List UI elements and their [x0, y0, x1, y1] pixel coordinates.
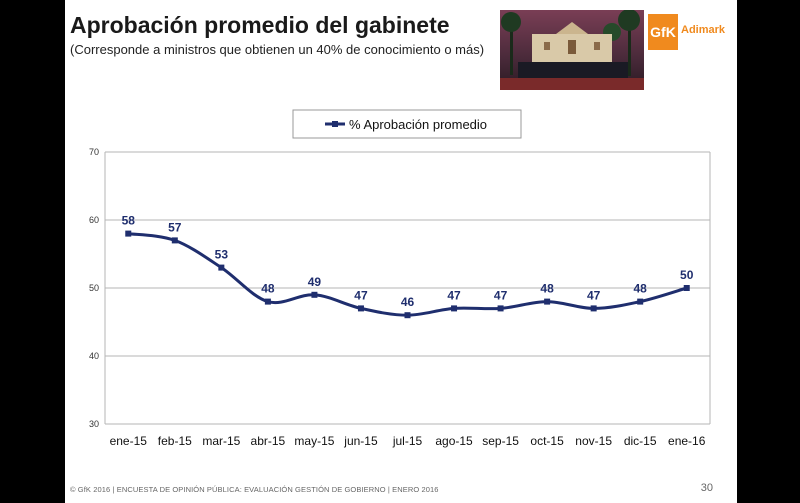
- data-label: 47: [587, 288, 601, 302]
- data-point: [264, 298, 271, 305]
- data-point: [683, 285, 690, 291]
- gfk-logo-word: Adimark: [681, 24, 726, 36]
- data-label: 49: [308, 275, 322, 289]
- data-point: [590, 305, 597, 312]
- x-tick-label: abr-15: [251, 434, 286, 448]
- approval-line-chart: 30 40 50 60 70 ene-15 feb-15 mar-15 abr-15 may-15…: [89, 109, 711, 448]
- data-point: [311, 291, 318, 298]
- data-point: [218, 264, 225, 271]
- x-tick-label: sep-15: [482, 434, 519, 448]
- page-subtitle: (Corresponde a ministros que obtienen un…: [70, 42, 485, 57]
- data-label: 50: [680, 268, 694, 282]
- x-tick-label: ene-15: [110, 434, 148, 448]
- x-tick-label: dic-15: [624, 434, 657, 448]
- data-point: [637, 298, 644, 305]
- data-label: 47: [494, 288, 508, 302]
- data-label: 48: [634, 282, 648, 296]
- x-tick-label: mar-15: [202, 434, 240, 448]
- data-point: [451, 305, 458, 312]
- data-label: 57: [168, 220, 182, 234]
- y-tick-label: 60: [89, 215, 99, 225]
- data-point: [404, 312, 411, 319]
- x-tick-label: jul-15: [392, 434, 423, 448]
- data-point: [125, 230, 132, 237]
- data-label: 48: [540, 282, 554, 296]
- y-tick-label: 30: [89, 419, 99, 429]
- gfk-logo-mark: GfK: [648, 14, 678, 50]
- legend-label: % Aprobación promedio: [349, 117, 487, 132]
- data-label: 48: [261, 282, 275, 296]
- slide: Aprobación promedio del gabinete (Corres…: [65, 0, 737, 503]
- x-tick-label: jun-15: [343, 434, 378, 448]
- y-tick-label: 70: [89, 147, 99, 157]
- x-tick-label: may-15: [294, 434, 334, 448]
- data-point: [171, 237, 178, 244]
- page-title: Aprobación promedio del gabinete: [70, 12, 450, 38]
- x-tick-label: ago-15: [435, 434, 473, 448]
- data-label: 46: [401, 295, 415, 309]
- data-label: 47: [354, 288, 368, 302]
- data-point: [544, 298, 551, 305]
- footer-text: © GfK 2016 | ENCUESTA DE OPINIÓN PÚBLICA…: [70, 485, 439, 494]
- data-label: 58: [122, 214, 136, 228]
- x-tick-label: feb-15: [158, 434, 192, 448]
- x-tick-label: oct-15: [530, 434, 564, 448]
- x-tick-label: nov-15: [575, 434, 612, 448]
- legend-marker: [332, 121, 338, 127]
- y-tick-label: 40: [89, 351, 99, 361]
- data-label: 53: [215, 248, 229, 262]
- cabinet-photo: [500, 10, 644, 90]
- y-tick-label: 50: [89, 283, 99, 293]
- data-point: [357, 305, 364, 312]
- gfk-logo: GfK Adimark: [648, 14, 725, 50]
- data-label: 47: [447, 288, 461, 302]
- data-point: [497, 305, 504, 312]
- x-tick-label: ene-16: [668, 434, 706, 448]
- page-number: 30: [700, 482, 713, 494]
